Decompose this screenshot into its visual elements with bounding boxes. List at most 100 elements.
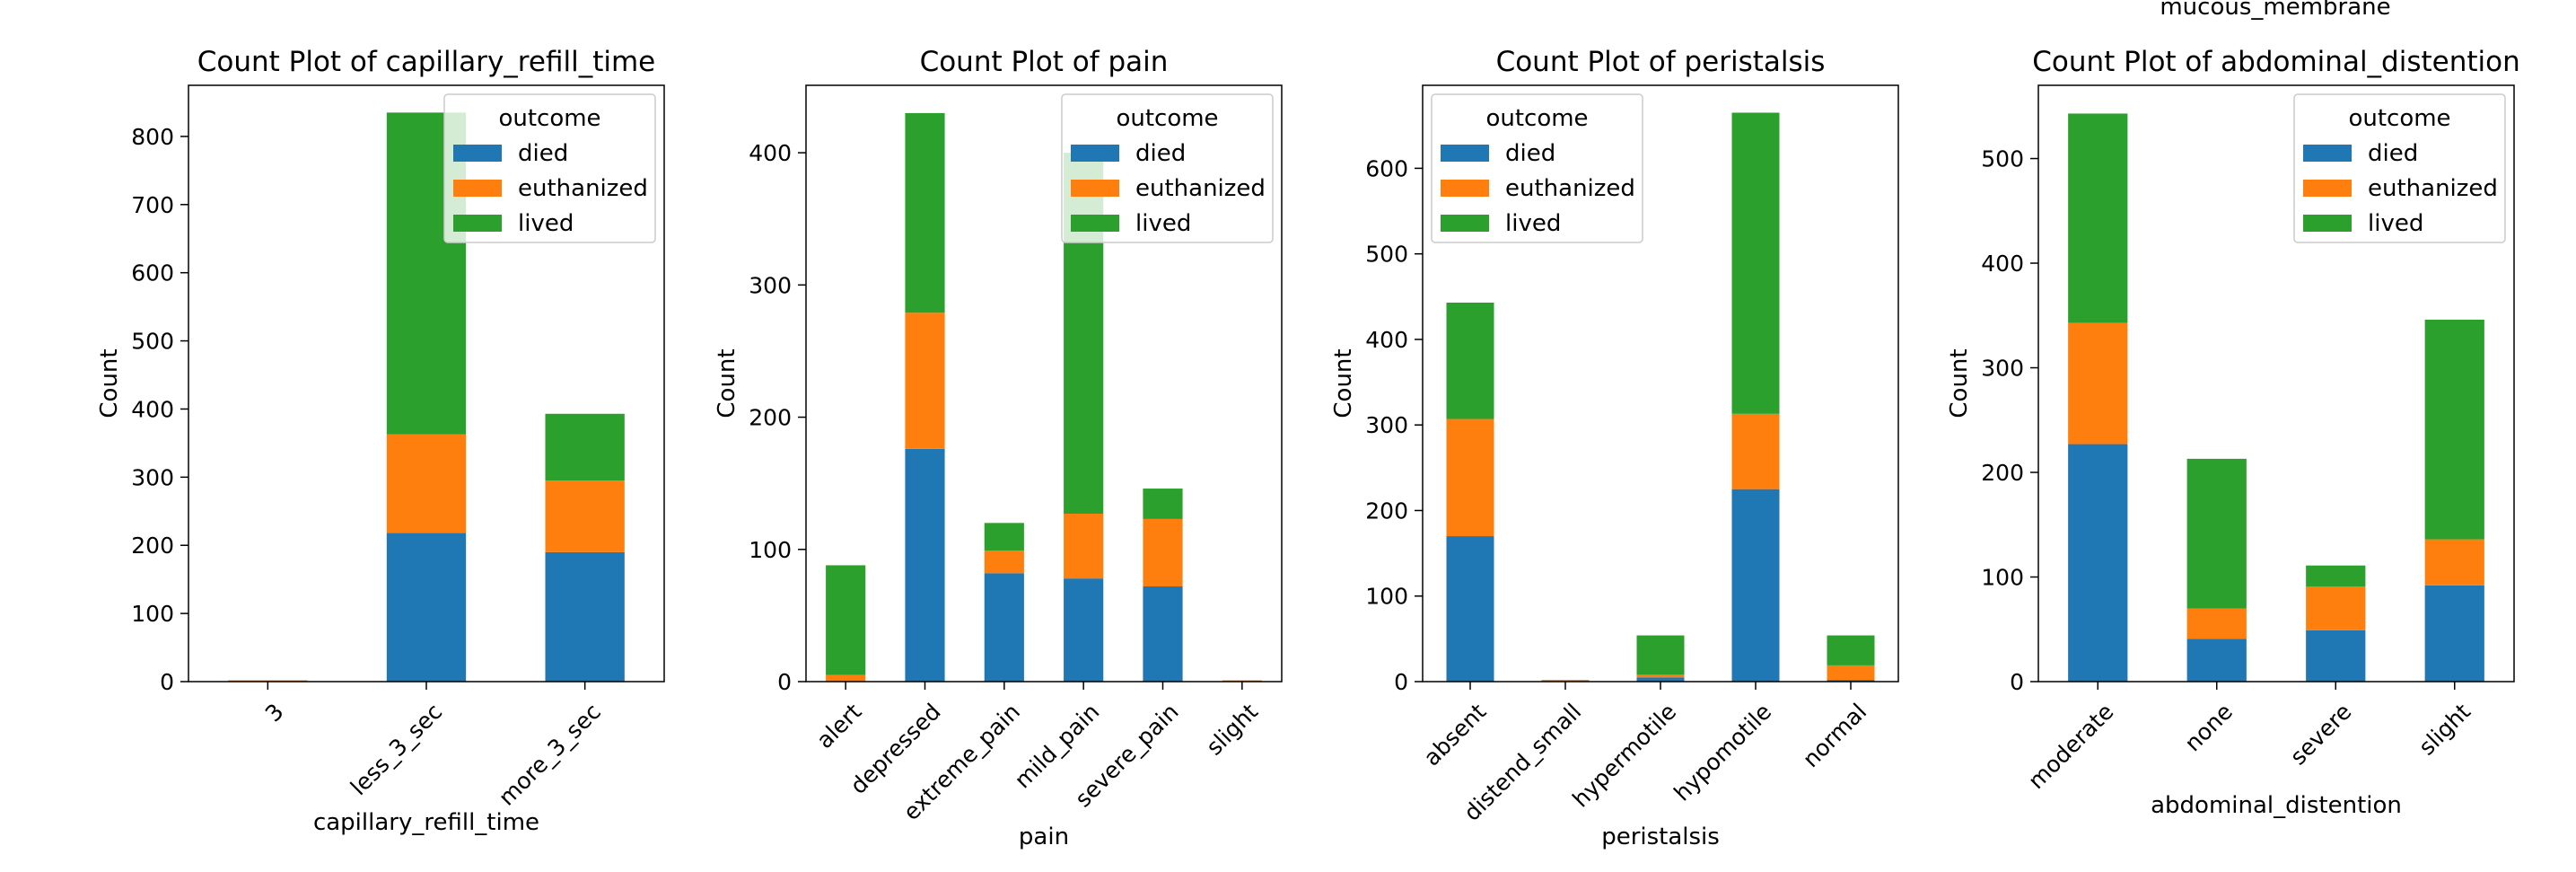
chart-title: Count Plot of pain bbox=[920, 46, 1169, 78]
bar-died-normal bbox=[1827, 680, 1875, 682]
x-tick-label: moderate bbox=[2023, 699, 2119, 795]
y-tick-label: 400 bbox=[749, 140, 792, 166]
bar-lived-moderate bbox=[2068, 113, 2128, 323]
bar-died-absent bbox=[1446, 536, 1494, 682]
chart-title: Count Plot of abdominal_distention bbox=[2032, 46, 2520, 78]
bar-euthanized-severe bbox=[2306, 586, 2366, 630]
legend-swatch-euthanized bbox=[1441, 180, 1489, 197]
bar-euthanized-more-3-sec bbox=[545, 480, 625, 552]
x-axis-label: pain bbox=[1019, 824, 1069, 850]
bar-died-depressed bbox=[905, 448, 945, 682]
y-tick-label: 800 bbox=[131, 124, 174, 150]
bar-euthanized-severe-pain bbox=[1143, 518, 1183, 586]
x-axis-label: capillary_refill_time bbox=[313, 809, 539, 836]
y-tick-label: 500 bbox=[131, 329, 174, 355]
bar-lived-none bbox=[2186, 458, 2247, 609]
chart-panel-2: alertdepressedextreme_painmild_painsever… bbox=[714, 46, 1283, 850]
y-tick-label: 400 bbox=[1365, 327, 1408, 353]
bar-euthanized-3 bbox=[228, 680, 308, 682]
bar-lived-alert bbox=[826, 565, 866, 675]
y-tick-label: 100 bbox=[1365, 584, 1408, 610]
legend-label-lived: lived bbox=[1505, 210, 1561, 237]
bar-lived-hypomotile bbox=[1731, 112, 1780, 414]
legend-label-lived: lived bbox=[2368, 210, 2423, 237]
axes-frame bbox=[805, 84, 1283, 683]
x-tick-label: severe bbox=[2285, 699, 2357, 771]
x-tick-label: less_3_sec bbox=[346, 699, 447, 800]
chart-panel-1: 3 less_3_sec more_3_sec 0 100 200 300 400 500 600… bbox=[96, 46, 665, 836]
y-tick-label: 700 bbox=[131, 192, 174, 218]
bar-euthanized-normal bbox=[1827, 665, 1875, 681]
legend-swatch-lived bbox=[453, 215, 502, 232]
bar-died-severe bbox=[2306, 630, 2366, 682]
bar-died-more-3-sec bbox=[545, 551, 625, 682]
y-tick-label: 500 bbox=[1981, 146, 2024, 172]
legend-title: outcome bbox=[1116, 105, 1218, 132]
bar-euthanized-hypermotile bbox=[1636, 674, 1685, 678]
legend-title: outcome bbox=[1485, 105, 1588, 132]
legend-label-euthanized: euthanized bbox=[518, 175, 648, 202]
x-tick-label: slight bbox=[1201, 699, 1263, 761]
bar-lived-severe-pain bbox=[1143, 489, 1183, 519]
legend-label-euthanized: euthanized bbox=[2368, 175, 2498, 202]
bar-lived-depressed bbox=[905, 112, 945, 313]
bar-died-slight bbox=[2424, 585, 2484, 682]
legend-swatch-euthanized bbox=[1071, 180, 1119, 197]
y-tick-label: 0 bbox=[2010, 669, 2024, 695]
chart-title: Count Plot of peristalsis bbox=[1496, 46, 1826, 78]
y-axis-label: Count bbox=[1946, 348, 1973, 418]
x-tick-label: alert bbox=[811, 699, 866, 753]
bar-lived-severe bbox=[2306, 565, 2366, 586]
legend-label-died: died bbox=[518, 140, 568, 167]
bar-died-less-3-sec bbox=[386, 533, 467, 682]
legend-swatch-lived bbox=[1441, 215, 1489, 232]
axes-frame bbox=[2037, 84, 2515, 683]
x-axis-label: abdominal_distention bbox=[2151, 792, 2402, 819]
legend-box bbox=[2293, 93, 2506, 243]
bar-lived-slight bbox=[2424, 319, 2484, 540]
x-tick-label: normal bbox=[1798, 699, 1871, 772]
legend-swatch-euthanized bbox=[453, 180, 502, 197]
legend: outcome died euthanized lived bbox=[1431, 93, 1643, 243]
y-tick-label: 300 bbox=[1981, 356, 2024, 382]
bar-died-moderate bbox=[2068, 444, 2128, 682]
y-tick-label: 300 bbox=[749, 272, 792, 298]
bar-euthanized-absent bbox=[1446, 418, 1494, 537]
legend-swatch-died bbox=[1441, 145, 1489, 162]
y-tick-label: 600 bbox=[1365, 155, 1408, 181]
bar-lived-absent bbox=[1446, 302, 1494, 419]
legend-label-lived: lived bbox=[518, 210, 574, 237]
bar-died-hypermotile bbox=[1636, 677, 1685, 682]
y-tick-label: 400 bbox=[131, 396, 174, 422]
axes-frame bbox=[188, 84, 665, 683]
legend-swatch-died bbox=[453, 145, 502, 162]
x-axis-label: peristalsis bbox=[1601, 824, 1720, 850]
y-tick-label: 0 bbox=[1394, 669, 1408, 695]
legend-label-died: died bbox=[1135, 140, 1186, 167]
legend-swatch-lived bbox=[1071, 215, 1119, 232]
y-tick-label: 200 bbox=[1365, 498, 1408, 524]
axes-frame bbox=[1422, 84, 1899, 683]
bar-euthanized-distend-small bbox=[1541, 680, 1590, 682]
legend-box bbox=[443, 93, 656, 243]
x-tick-label: none bbox=[2179, 699, 2238, 757]
y-tick-label: 600 bbox=[131, 260, 174, 286]
legend-label-died: died bbox=[2368, 140, 2418, 167]
x-tick-label: more_3_sec bbox=[494, 699, 606, 811]
bar-lived-normal bbox=[1827, 635, 1875, 665]
bar-euthanized-none bbox=[2186, 608, 2247, 639]
y-tick-label: 300 bbox=[131, 464, 174, 490]
y-tick-label: 0 bbox=[160, 669, 174, 695]
bar-died-none bbox=[2186, 639, 2247, 682]
bar-euthanized-mild-pain bbox=[1064, 514, 1104, 579]
bar-euthanized-extreme-pain bbox=[984, 551, 1024, 574]
bar-lived-hypermotile bbox=[1636, 635, 1685, 675]
legend-title: outcome bbox=[498, 105, 600, 132]
bar-euthanized-slight bbox=[2424, 539, 2484, 586]
y-tick-label: 200 bbox=[749, 405, 792, 431]
bar-died-extreme-pain bbox=[984, 573, 1024, 682]
x-tick-label: hypomotile bbox=[1669, 699, 1776, 806]
x-tick-label: slight bbox=[2414, 699, 2475, 761]
